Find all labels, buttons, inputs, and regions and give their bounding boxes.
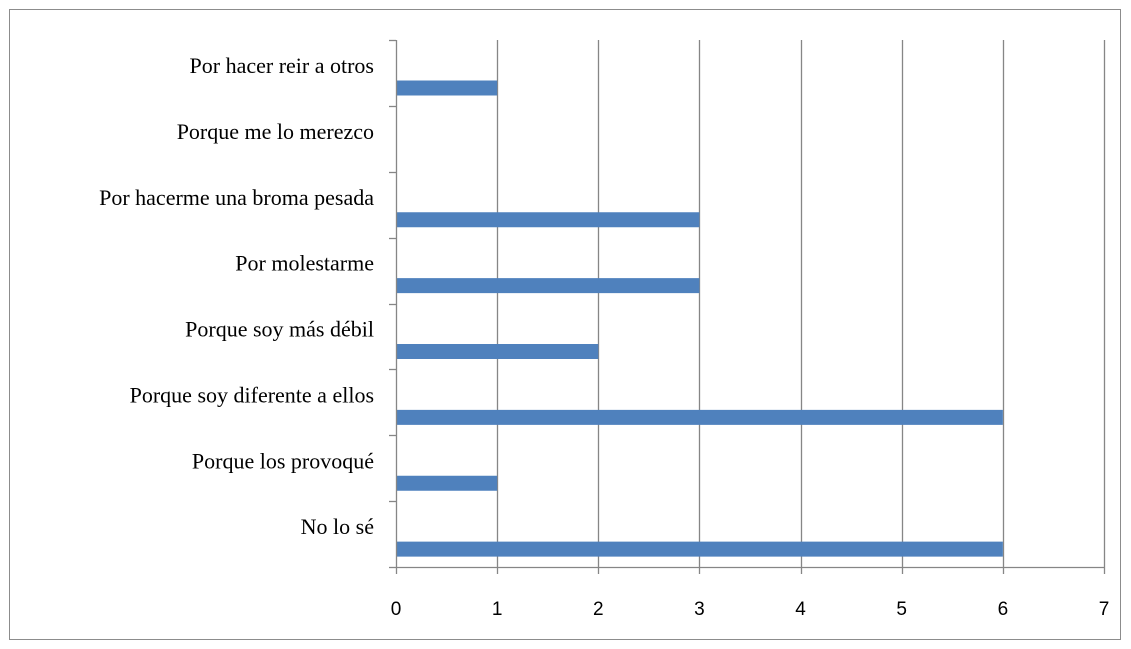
x-tick-label: 7 xyxy=(1099,599,1110,620)
category-label: No lo sé xyxy=(301,514,374,539)
axes xyxy=(389,39,1106,574)
x-tick-label: 3 xyxy=(694,599,705,620)
bar-5 xyxy=(397,409,1003,425)
category-label: Por hacer reir a otros xyxy=(190,53,374,78)
chart-frame xyxy=(9,9,1121,640)
grid-lines xyxy=(496,40,1106,567)
bar-6 xyxy=(397,475,498,491)
bar-7 xyxy=(397,541,1003,557)
x-tick-label: 0 xyxy=(391,599,402,620)
category-label: Porque me lo merezco xyxy=(177,119,374,144)
category-label: Porque soy más débil xyxy=(185,317,374,342)
bars xyxy=(397,80,1003,557)
x-tick-label: 6 xyxy=(998,599,1009,620)
x-tick-label: 2 xyxy=(593,599,604,620)
bar-3 xyxy=(397,278,700,294)
x-tick-label: 1 xyxy=(492,599,503,620)
x-tick-label: 4 xyxy=(795,599,806,620)
category-label: Por molestarme xyxy=(235,251,374,276)
bar-2 xyxy=(397,212,700,228)
category-label: Por hacerme una broma pesada xyxy=(99,185,374,210)
labels: Por hacer reir a otros Porque me lo merez… xyxy=(99,53,1109,620)
category-label: Porque los provoqué xyxy=(192,448,374,473)
bar-4 xyxy=(397,344,599,359)
x-tick-label: 5 xyxy=(896,599,907,620)
bar-0 xyxy=(397,80,498,96)
category-label: Porque soy diferente a ellos xyxy=(130,382,374,407)
